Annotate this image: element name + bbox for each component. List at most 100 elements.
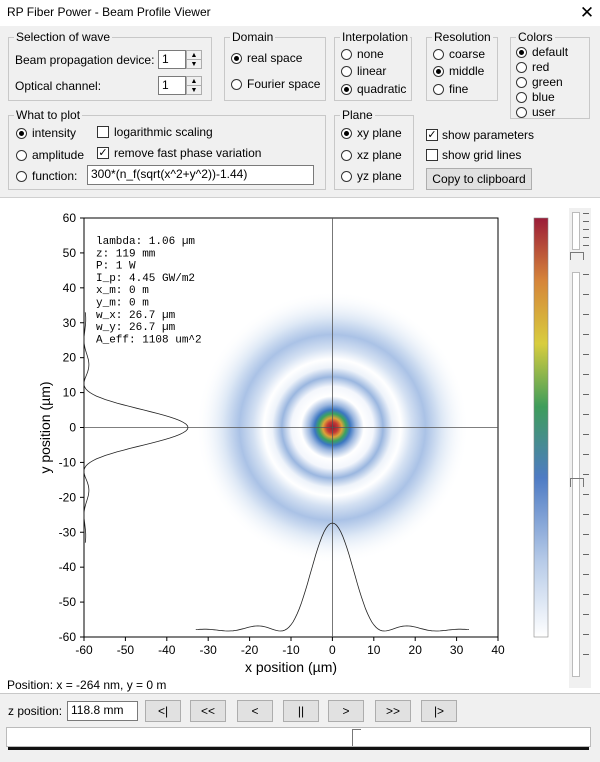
- device-input[interactable]: 1: [158, 50, 186, 69]
- show-params-checkbox[interactable]: ✓: [426, 129, 438, 141]
- color-red-radio[interactable]: [516, 62, 527, 73]
- z-slider-rail: [8, 747, 589, 750]
- interp-quadratic-radio[interactable]: [341, 84, 352, 95]
- domain-group: Domain: [224, 30, 326, 101]
- show-grid-checkbox[interactable]: [426, 149, 438, 161]
- color-red-label[interactable]: red: [532, 60, 550, 74]
- remove-phase-label[interactable]: remove fast phase variation: [114, 146, 262, 160]
- remove-phase-checkbox[interactable]: ✓: [97, 147, 109, 159]
- lower-slider-track[interactable]: [572, 272, 580, 677]
- z-slider-thumb[interactable]: [352, 729, 361, 746]
- interp-none-label[interactable]: none: [357, 47, 384, 61]
- y-tick-label: 10: [63, 386, 77, 400]
- spinner-down-icon[interactable]: ▼: [190, 86, 198, 94]
- interp-quadratic-label[interactable]: quadratic: [357, 82, 407, 96]
- step-forward-button[interactable]: >: [328, 700, 364, 722]
- res-fine-radio[interactable]: [433, 84, 444, 95]
- y-tick-label: -30: [59, 525, 77, 539]
- x-tick-label: -60: [75, 643, 93, 657]
- upper-slider-track[interactable]: [572, 212, 580, 250]
- jump-end-button[interactable]: |>: [421, 700, 457, 722]
- plane-yz-radio[interactable]: [341, 171, 352, 182]
- interpolation-legend: Interpolation: [340, 30, 411, 44]
- parameter-line: w_x: 26.7 µm: [96, 310, 176, 322]
- res-middle-label[interactable]: middle: [449, 64, 485, 78]
- res-fine-label[interactable]: fine: [449, 82, 469, 96]
- spinner-up-icon[interactable]: ▲: [187, 51, 201, 60]
- plot-function-label[interactable]: function:: [32, 169, 78, 183]
- x-tick-label: 10: [367, 643, 381, 657]
- position-readout: Position: x = -264 nm, y = 0 m: [7, 678, 167, 692]
- interp-none-radio[interactable]: [341, 49, 352, 60]
- y-tick-label: -10: [59, 455, 77, 469]
- spinner-up-icon[interactable]: ▲: [187, 77, 201, 86]
- x-tick-label: -10: [282, 643, 300, 657]
- y-tick-label: 0: [69, 421, 76, 435]
- close-icon[interactable]: ✕: [579, 3, 595, 22]
- title-bar: RP Fiber Power - Beam Profile Viewer ✕: [0, 0, 600, 26]
- domain-fourier-label[interactable]: Fourier space: [247, 77, 321, 91]
- interp-linear-label[interactable]: linear: [357, 64, 387, 78]
- pause-button[interactable]: ||: [283, 700, 319, 722]
- x-tick-label: 40: [491, 643, 505, 657]
- domain-real-label[interactable]: real space: [247, 51, 303, 65]
- color-default-label[interactable]: default: [532, 45, 569, 59]
- plot-function-radio[interactable]: [16, 171, 27, 182]
- log-scaling-label[interactable]: logarithmic scaling: [114, 125, 213, 139]
- show-grid-label[interactable]: show grid lines: [442, 148, 522, 162]
- channel-input[interactable]: 1: [158, 76, 186, 95]
- function-input[interactable]: 300*(n_f(sqrt(x^2+y^2))-1.44): [87, 165, 314, 185]
- resolution-legend: Resolution: [432, 30, 493, 44]
- spinner-down-icon[interactable]: ▼: [190, 60, 198, 68]
- fast-back-button[interactable]: <<: [190, 700, 226, 722]
- parameter-line: I_p: 4.45 GW/m2: [96, 273, 195, 285]
- lower-slider-thumb[interactable]: [570, 478, 584, 487]
- color-default-radio[interactable]: [516, 47, 527, 58]
- domain-real-radio[interactable]: [231, 53, 242, 64]
- y-tick-label: -50: [59, 595, 77, 609]
- domain-legend: Domain: [230, 30, 276, 44]
- res-coarse-radio[interactable]: [433, 49, 444, 60]
- colors-legend: Colors: [516, 30, 555, 44]
- plane-xz-radio[interactable]: [341, 150, 352, 161]
- device-spinner[interactable]: ▲ ▼: [186, 50, 202, 69]
- plot-intensity-radio[interactable]: [16, 128, 27, 139]
- plane-yz-label[interactable]: yz plane: [357, 169, 402, 183]
- log-scaling-checkbox[interactable]: [97, 126, 109, 138]
- colorbar: [533, 217, 549, 638]
- domain-fourier-radio[interactable]: [231, 79, 242, 90]
- show-params-label[interactable]: show parameters: [442, 128, 535, 142]
- z-position-input[interactable]: 118.8 mm: [67, 701, 138, 721]
- color-user-radio[interactable]: [516, 107, 527, 118]
- color-user-label[interactable]: user: [532, 105, 556, 119]
- step-back-button[interactable]: <: [237, 700, 273, 722]
- what-to-plot-group: What to plot: [8, 108, 326, 190]
- interp-linear-radio[interactable]: [341, 66, 352, 77]
- jump-start-button[interactable]: <|: [145, 700, 181, 722]
- plane-xz-label[interactable]: xz plane: [357, 148, 402, 162]
- upper-slider-thumb[interactable]: [570, 252, 584, 260]
- y-tick-label: -40: [59, 560, 77, 574]
- channel-spinner[interactable]: ▲ ▼: [186, 76, 202, 95]
- plot-amplitude-label[interactable]: amplitude: [32, 148, 85, 162]
- fast-forward-button[interactable]: >>: [375, 700, 411, 722]
- parameter-line: lambda: 1.06 µm: [96, 236, 195, 248]
- plane-xy-label[interactable]: xy plane: [357, 126, 402, 140]
- y-cross-section-profile: [83, 312, 189, 543]
- x-axis-label: x position (µm): [245, 659, 337, 675]
- z-slider-track[interactable]: [6, 727, 591, 747]
- color-green-label[interactable]: green: [532, 75, 563, 89]
- x-cross-section-profile: [195, 522, 470, 632]
- plane-xy-radio[interactable]: [341, 128, 352, 139]
- x-tick-label: 0: [329, 643, 336, 657]
- color-blue-radio[interactable]: [516, 92, 527, 103]
- y-tick-label: 40: [63, 281, 77, 295]
- copy-clipboard-button[interactable]: Copy to clipboard: [426, 168, 532, 190]
- color-blue-label[interactable]: blue: [532, 90, 555, 104]
- plot-intensity-label[interactable]: intensity: [32, 126, 77, 140]
- channel-label: Optical channel:: [15, 79, 102, 93]
- res-coarse-label[interactable]: coarse: [449, 47, 486, 61]
- color-green-radio[interactable]: [516, 77, 527, 88]
- res-middle-radio[interactable]: [433, 66, 444, 77]
- plot-amplitude-radio[interactable]: [16, 150, 27, 161]
